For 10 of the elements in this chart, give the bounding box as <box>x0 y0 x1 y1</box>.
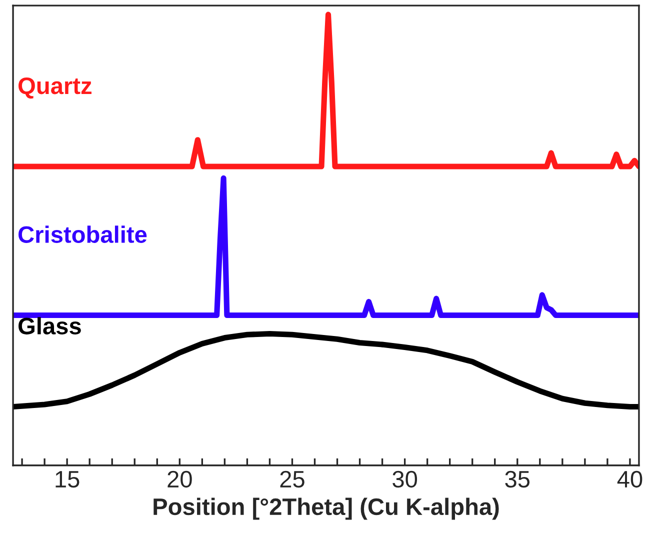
text: Glass <box>18 317 81 334</box>
x-tick-label: 30 <box>392 470 418 488</box>
x-tick-label: 25 <box>280 470 304 488</box>
x-tick-label: 15 <box>56 471 80 488</box>
x-tick-label: 40 <box>617 470 642 488</box>
x-axis-title: Position [°2Theta] (Cu K-alpha) <box>154 498 499 520</box>
x-tick-label: 35 <box>505 470 530 488</box>
text: Quartz <box>18 77 92 99</box>
text: Cristobalite <box>18 226 147 243</box>
x-tick-label: 20 <box>168 470 192 488</box>
